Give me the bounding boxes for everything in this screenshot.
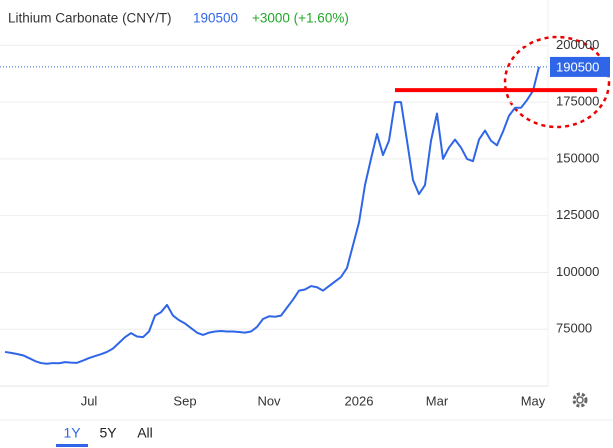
x-tick-label: May [521,393,546,408]
settings-icon[interactable] [572,392,588,408]
x-tick-label: 2026 [345,393,374,408]
x-tick-label: Sep [173,393,196,408]
y-tick-label: 150000 [556,150,599,165]
y-tick-label: 75000 [556,321,592,336]
highlight-circle [503,35,611,129]
y-tick-label: 175000 [556,94,599,109]
price-line [4,66,540,365]
range-active-underline [56,444,88,447]
header-price: 190500 [193,11,238,26]
y-tick-label: 100000 [556,264,599,279]
price-tag [550,56,610,77]
price-tag-label: 190500 [556,59,599,74]
chart-title: Lithium Carbonate (CNY/T) [8,11,172,26]
range-button[interactable]: 1Y [63,425,81,441]
range-button[interactable]: 5Y [99,425,117,441]
x-tick-label: Mar [426,393,449,408]
x-tick-label: Jul [81,393,98,408]
header-change: +3000 (+1.60%) [252,11,349,26]
x-tick-label: Nov [257,393,281,408]
y-tick-label: 125000 [556,207,599,222]
gear-hub [576,396,584,404]
y-tick-label: 200000 [556,37,599,52]
range-button[interactable]: All [137,425,153,441]
gear-teeth [572,392,588,408]
